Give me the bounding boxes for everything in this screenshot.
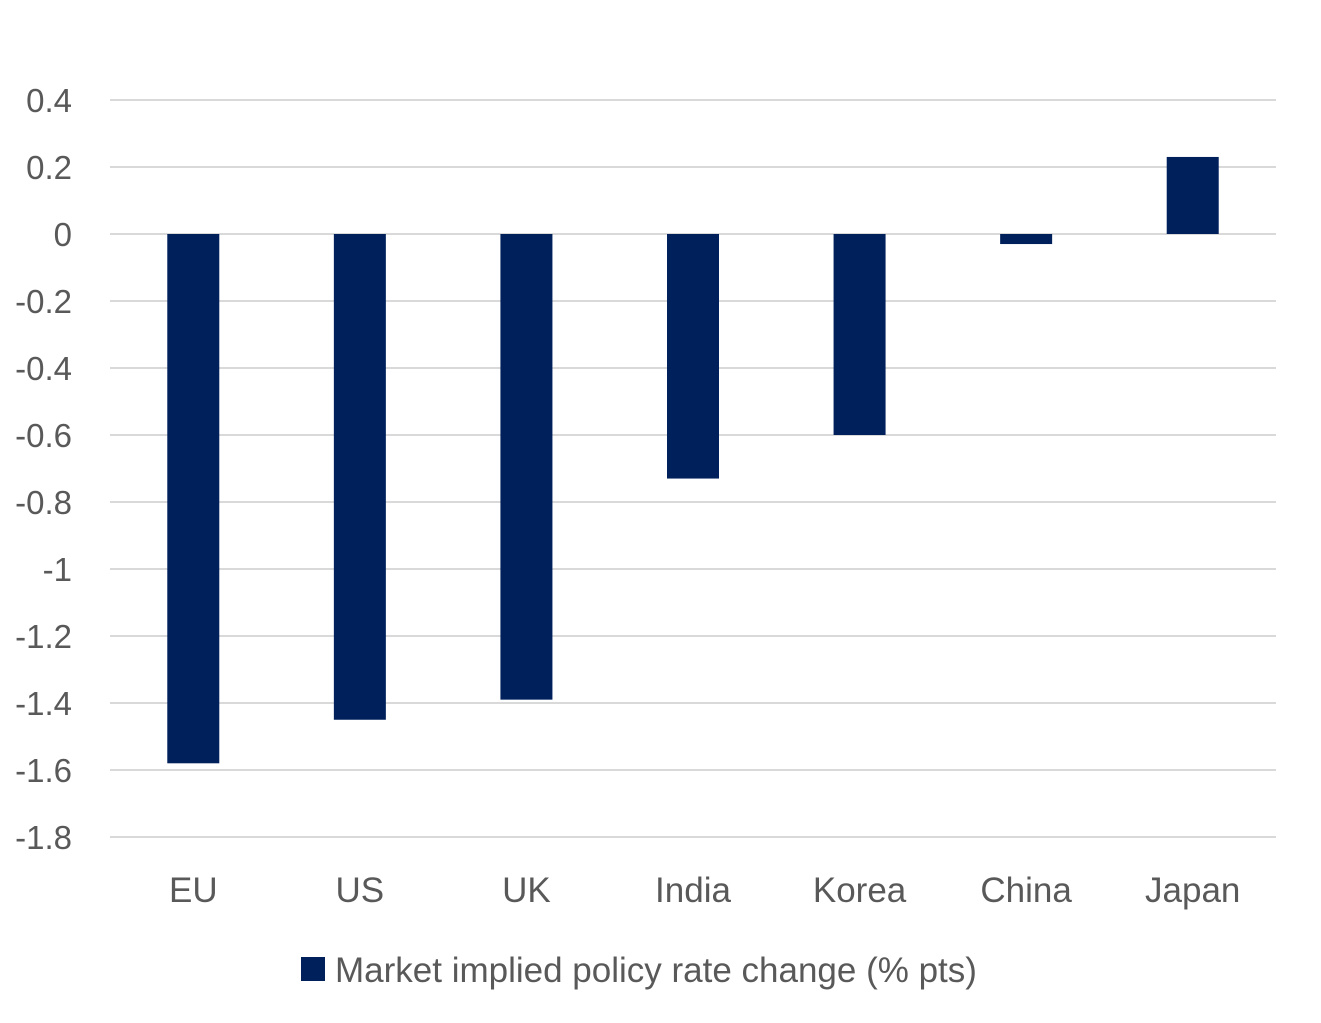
bar-korea	[833, 234, 886, 435]
x-tick-label: India	[655, 871, 731, 910]
bar-us	[333, 234, 386, 720]
y-tick-label: -1.4	[15, 685, 72, 722]
y-tick-label: -1	[43, 551, 72, 588]
y-tick-label: -0.8	[15, 484, 72, 521]
x-tick-label: China	[980, 871, 1072, 910]
y-tick-label: -0.4	[15, 350, 72, 387]
x-tick-label: Japan	[1145, 871, 1240, 910]
y-tick-label: -0.2	[15, 283, 72, 320]
x-tick-label: UK	[502, 871, 551, 910]
legend-swatch	[301, 957, 325, 981]
bars	[167, 156, 1219, 764]
bar-uk	[500, 234, 553, 700]
y-tick-label: -1.8	[15, 819, 72, 856]
y-tick-label: -0.6	[15, 417, 72, 454]
y-tick-label: 0	[54, 216, 72, 253]
x-tick-label: EU	[169, 871, 218, 910]
legend: Market implied policy rate change (% pts…	[301, 951, 977, 990]
y-tick-label: 0.2	[26, 149, 72, 186]
x-tick-label: Korea	[813, 871, 907, 910]
y-axis-tick-labels: 0.4 0.2 0 -0.2 -0.4 -0.6 -0.8 -1 -1.2 -1.4 -1.6 -1.…	[15, 82, 72, 856]
bar-china	[1000, 234, 1053, 245]
bar-india	[667, 234, 719, 479]
y-tick-label: 0.4	[26, 82, 72, 119]
y-tick-label: -1.6	[15, 752, 72, 789]
y-tick-label: -1.2	[15, 618, 72, 655]
legend-label: Market implied policy rate change (% pts…	[335, 951, 977, 990]
x-axis-tick-labels: EU US UK India Korea China Japan	[169, 871, 1240, 910]
bar-japan	[1166, 156, 1219, 234]
x-tick-label: US	[336, 871, 385, 910]
bar-eu	[167, 234, 220, 764]
